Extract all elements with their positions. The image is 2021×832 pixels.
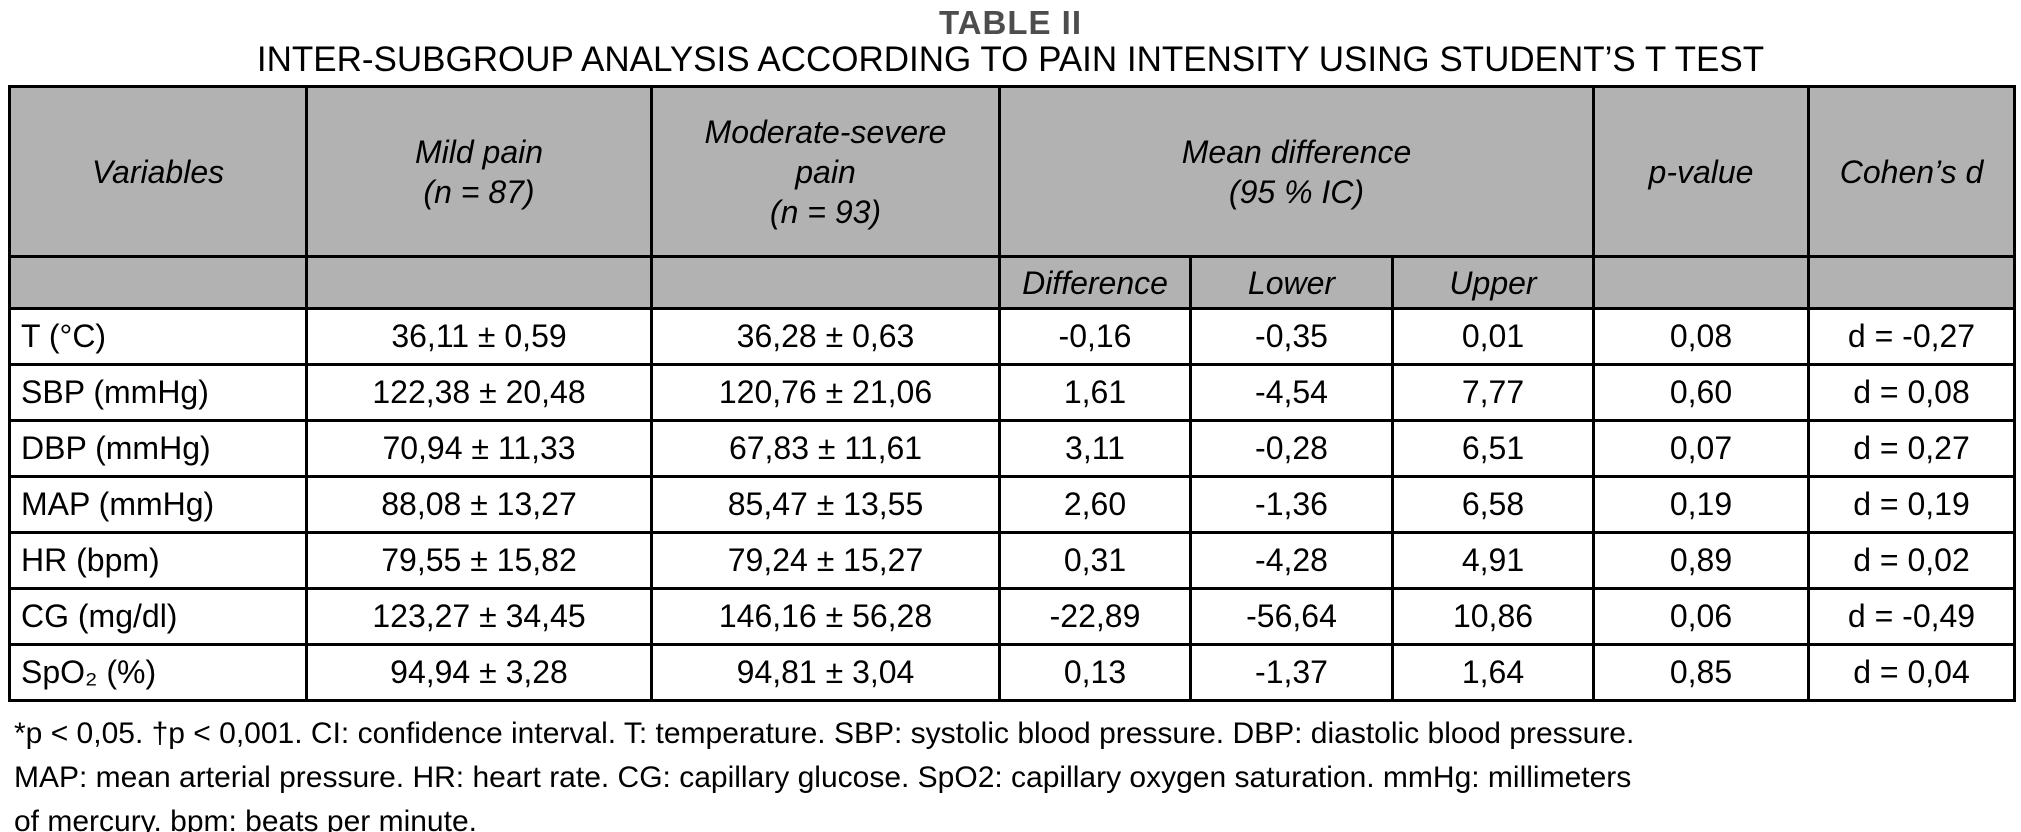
table-footnote: *p < 0,05. †p < 0,001. CI: confidence in… <box>14 712 2021 832</box>
table-row: T (°C) 36,11 ± 0,59 36,28 ± 0,63 -0,16 -… <box>8 307 2016 366</box>
footnote-line: MAP: mean arterial pressure. HR: heart r… <box>14 761 1632 794</box>
header-moderate-severe-pain: Moderate-severe pain (n = 93) <box>650 85 1001 258</box>
header-empty-moderate <box>650 255 1001 310</box>
cell-cohens-d: d = 0,08 <box>1807 363 2016 422</box>
cell-moderate-severe: 67,83 ± 11,61 <box>650 419 1001 478</box>
cell-variable: CG (mg/dl) <box>8 587 308 646</box>
table-caption-title: INTER-SUBGROUP ANALYSIS ACCORDING TO PAI… <box>256 40 1765 79</box>
cell-mild-pain: 36,11 ± 0,59 <box>305 307 653 366</box>
results-table: Variables Mild pain (n = 87) Moderate-se… <box>8 85 2016 702</box>
cell-cohens-d: d = 0,19 <box>1807 475 2016 534</box>
cell-upper: 1,64 <box>1391 643 1595 702</box>
paper-table-page: TABLE II INTER-SUBGROUP ANALYSIS ACCORDI… <box>0 5 2021 832</box>
cell-mild-pain: 79,55 ± 15,82 <box>305 531 653 590</box>
cell-variable: HR (bpm) <box>8 531 308 590</box>
cell-mild-pain: 122,38 ± 20,48 <box>305 363 653 422</box>
cell-upper: 0,01 <box>1391 307 1595 366</box>
header-mean-difference: Mean difference (95 % IC) <box>998 85 1595 258</box>
footnote-line: *p < 0,05. †p < 0,001. CI: confidence in… <box>14 717 1635 750</box>
header-upper: Upper <box>1391 255 1595 310</box>
cell-mild-pain: 94,94 ± 3,28 <box>305 643 653 702</box>
header-empty-cohens-d <box>1807 255 2016 310</box>
cell-moderate-severe: 79,24 ± 15,27 <box>650 531 1001 590</box>
header-empty-mild <box>305 255 653 310</box>
cell-p-value: 0,08 <box>1592 307 1810 366</box>
table-row: DBP (mmHg) 70,94 ± 11,33 67,83 ± 11,61 3… <box>8 419 2016 478</box>
cell-cohens-d: d = 0,27 <box>1807 419 2016 478</box>
cell-upper: 6,51 <box>1391 419 1595 478</box>
cell-moderate-severe: 146,16 ± 56,28 <box>650 587 1001 646</box>
cell-p-value: 0,19 <box>1592 475 1810 534</box>
cell-mild-pain: 123,27 ± 34,45 <box>305 587 653 646</box>
header-lower: Lower <box>1189 255 1394 310</box>
cell-p-value: 0,85 <box>1592 643 1810 702</box>
cell-lower: -4,28 <box>1189 531 1394 590</box>
table-row: HR (bpm) 79,55 ± 15,82 79,24 ± 15,27 0,3… <box>8 531 2016 590</box>
header-p-value: p-value <box>1592 85 1810 258</box>
header-row-1: Variables Mild pain (n = 87) Moderate-se… <box>8 85 2016 258</box>
cell-cohens-d: d = 0,04 <box>1807 643 2016 702</box>
cell-lower: -0,35 <box>1189 307 1394 366</box>
table-row: CG (mg/dl) 123,27 ± 34,45 146,16 ± 56,28… <box>8 587 2016 646</box>
header-empty-p-value <box>1592 255 1810 310</box>
table-row: SpO₂ (%) 94,94 ± 3,28 94,81 ± 3,04 0,13 … <box>8 643 2016 702</box>
table-row: MAP (mmHg) 88,08 ± 13,27 85,47 ± 13,55 2… <box>8 475 2016 534</box>
cell-difference: 0,31 <box>998 531 1192 590</box>
cell-mild-pain: 70,94 ± 11,33 <box>305 419 653 478</box>
cell-difference: 1,61 <box>998 363 1192 422</box>
cell-p-value: 0,06 <box>1592 587 1810 646</box>
table-caption-number: TABLE II <box>938 4 1083 41</box>
cell-lower: -0,28 <box>1189 419 1394 478</box>
cell-variable: SpO₂ (%) <box>8 643 308 702</box>
cell-upper: 4,91 <box>1391 531 1595 590</box>
cell-p-value: 0,60 <box>1592 363 1810 422</box>
cell-variable: MAP (mmHg) <box>8 475 308 534</box>
cell-cohens-d: d = -0,49 <box>1807 587 2016 646</box>
cell-difference: 2,60 <box>998 475 1192 534</box>
cell-cohens-d: d = 0,02 <box>1807 531 2016 590</box>
header-row-2: Difference Lower Upper <box>8 255 2016 310</box>
cell-difference: -22,89 <box>998 587 1192 646</box>
cell-p-value: 0,07 <box>1592 419 1810 478</box>
cell-p-value: 0,89 <box>1592 531 1810 590</box>
cell-lower: -4,54 <box>1189 363 1394 422</box>
cell-lower: -1,36 <box>1189 475 1394 534</box>
cell-lower: -1,37 <box>1189 643 1394 702</box>
cell-upper: 7,77 <box>1391 363 1595 422</box>
cell-difference: 0,13 <box>998 643 1192 702</box>
header-empty-variables <box>8 255 308 310</box>
table-row: SBP (mmHg) 122,38 ± 20,48 120,76 ± 21,06… <box>8 363 2016 422</box>
cell-moderate-severe: 120,76 ± 21,06 <box>650 363 1001 422</box>
cell-upper: 10,86 <box>1391 587 1595 646</box>
cell-variable: T (°C) <box>8 307 308 366</box>
cell-moderate-severe: 94,81 ± 3,04 <box>650 643 1001 702</box>
cell-lower: -56,64 <box>1189 587 1394 646</box>
cell-difference: 3,11 <box>998 419 1192 478</box>
cell-mild-pain: 88,08 ± 13,27 <box>305 475 653 534</box>
header-cohens-d: Cohen’s d <box>1807 85 2016 258</box>
cell-upper: 6,58 <box>1391 475 1595 534</box>
cell-cohens-d: d = -0,27 <box>1807 307 2016 366</box>
footnote-line: of mercury. bpm: beats per minute. <box>14 805 477 832</box>
cell-variable: SBP (mmHg) <box>8 363 308 422</box>
cell-variable: DBP (mmHg) <box>8 419 308 478</box>
cell-moderate-severe: 36,28 ± 0,63 <box>650 307 1001 366</box>
header-difference: Difference <box>998 255 1192 310</box>
cell-moderate-severe: 85,47 ± 13,55 <box>650 475 1001 534</box>
cell-difference: -0,16 <box>998 307 1192 366</box>
header-variables: Variables <box>8 85 308 258</box>
header-mild-pain: Mild pain (n = 87) <box>305 85 653 258</box>
